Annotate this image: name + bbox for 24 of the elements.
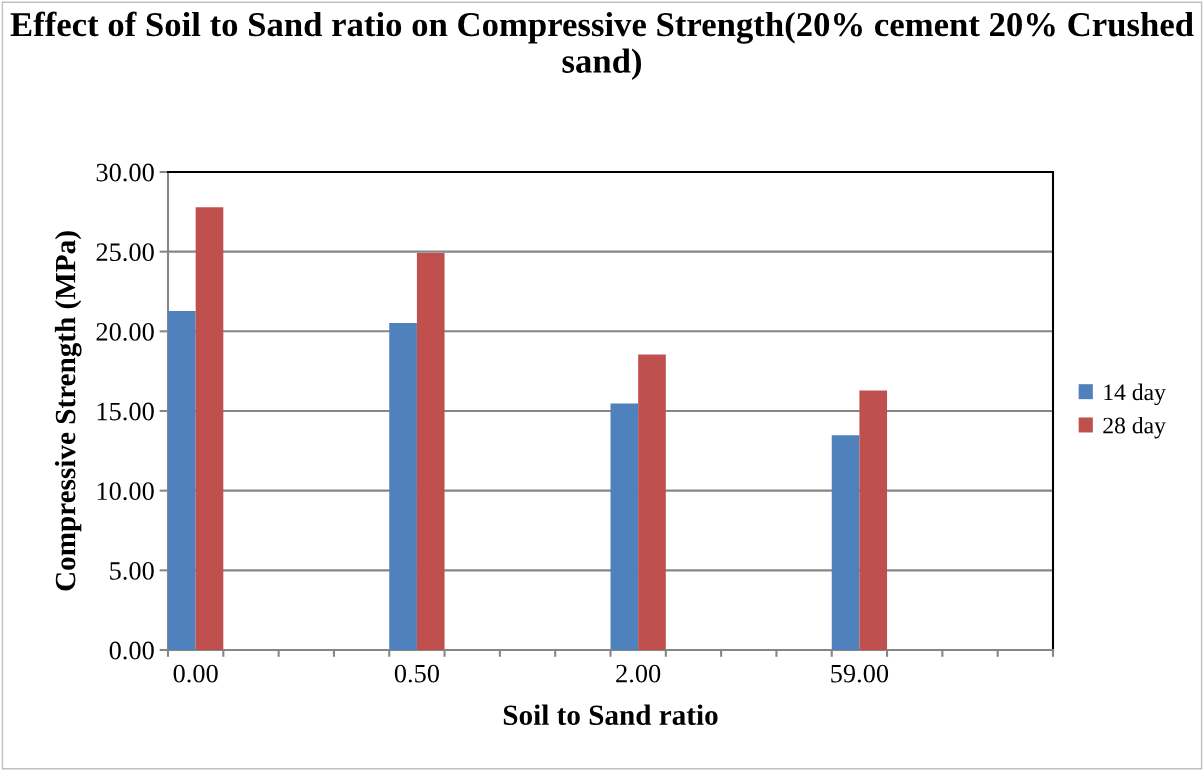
x-tick-label: 0.50 — [394, 664, 439, 683]
y-tick-label: 5.00 — [110, 561, 154, 580]
y-tick-label: 30.00 — [96, 163, 154, 182]
legend-label: 14 day — [1104, 383, 1166, 406]
bar — [195, 207, 224, 650]
y-tick-label: 25.00 — [96, 243, 154, 262]
bar — [859, 390, 888, 650]
bar — [638, 354, 666, 650]
y-tick-label: 10.00 — [97, 482, 154, 501]
y-axis-title: Compressive Strength (MPa) — [54, 231, 82, 591]
x-tick-label: 0.00 — [173, 664, 218, 683]
y-tick-label: 20.00 — [96, 322, 154, 341]
bar — [831, 435, 860, 650]
bar — [389, 323, 417, 650]
y-tick-label: 0.00 — [109, 641, 154, 660]
x-axis-title: Soil to Sand ratio — [503, 704, 718, 726]
bar — [168, 311, 196, 650]
legend-label: 28 day — [1103, 416, 1166, 439]
chart-title: Effect of Soil to Sand ratio on Compressive Strength(20% cement 20% Crushed sand) — [10, 11, 1194, 80]
x-tick-label: 59.00 — [831, 664, 889, 683]
bar — [416, 252, 445, 650]
x-tick-label: 2.00 — [616, 664, 661, 683]
y-tick-label: 15.00 — [97, 402, 154, 421]
bar — [610, 403, 639, 650]
